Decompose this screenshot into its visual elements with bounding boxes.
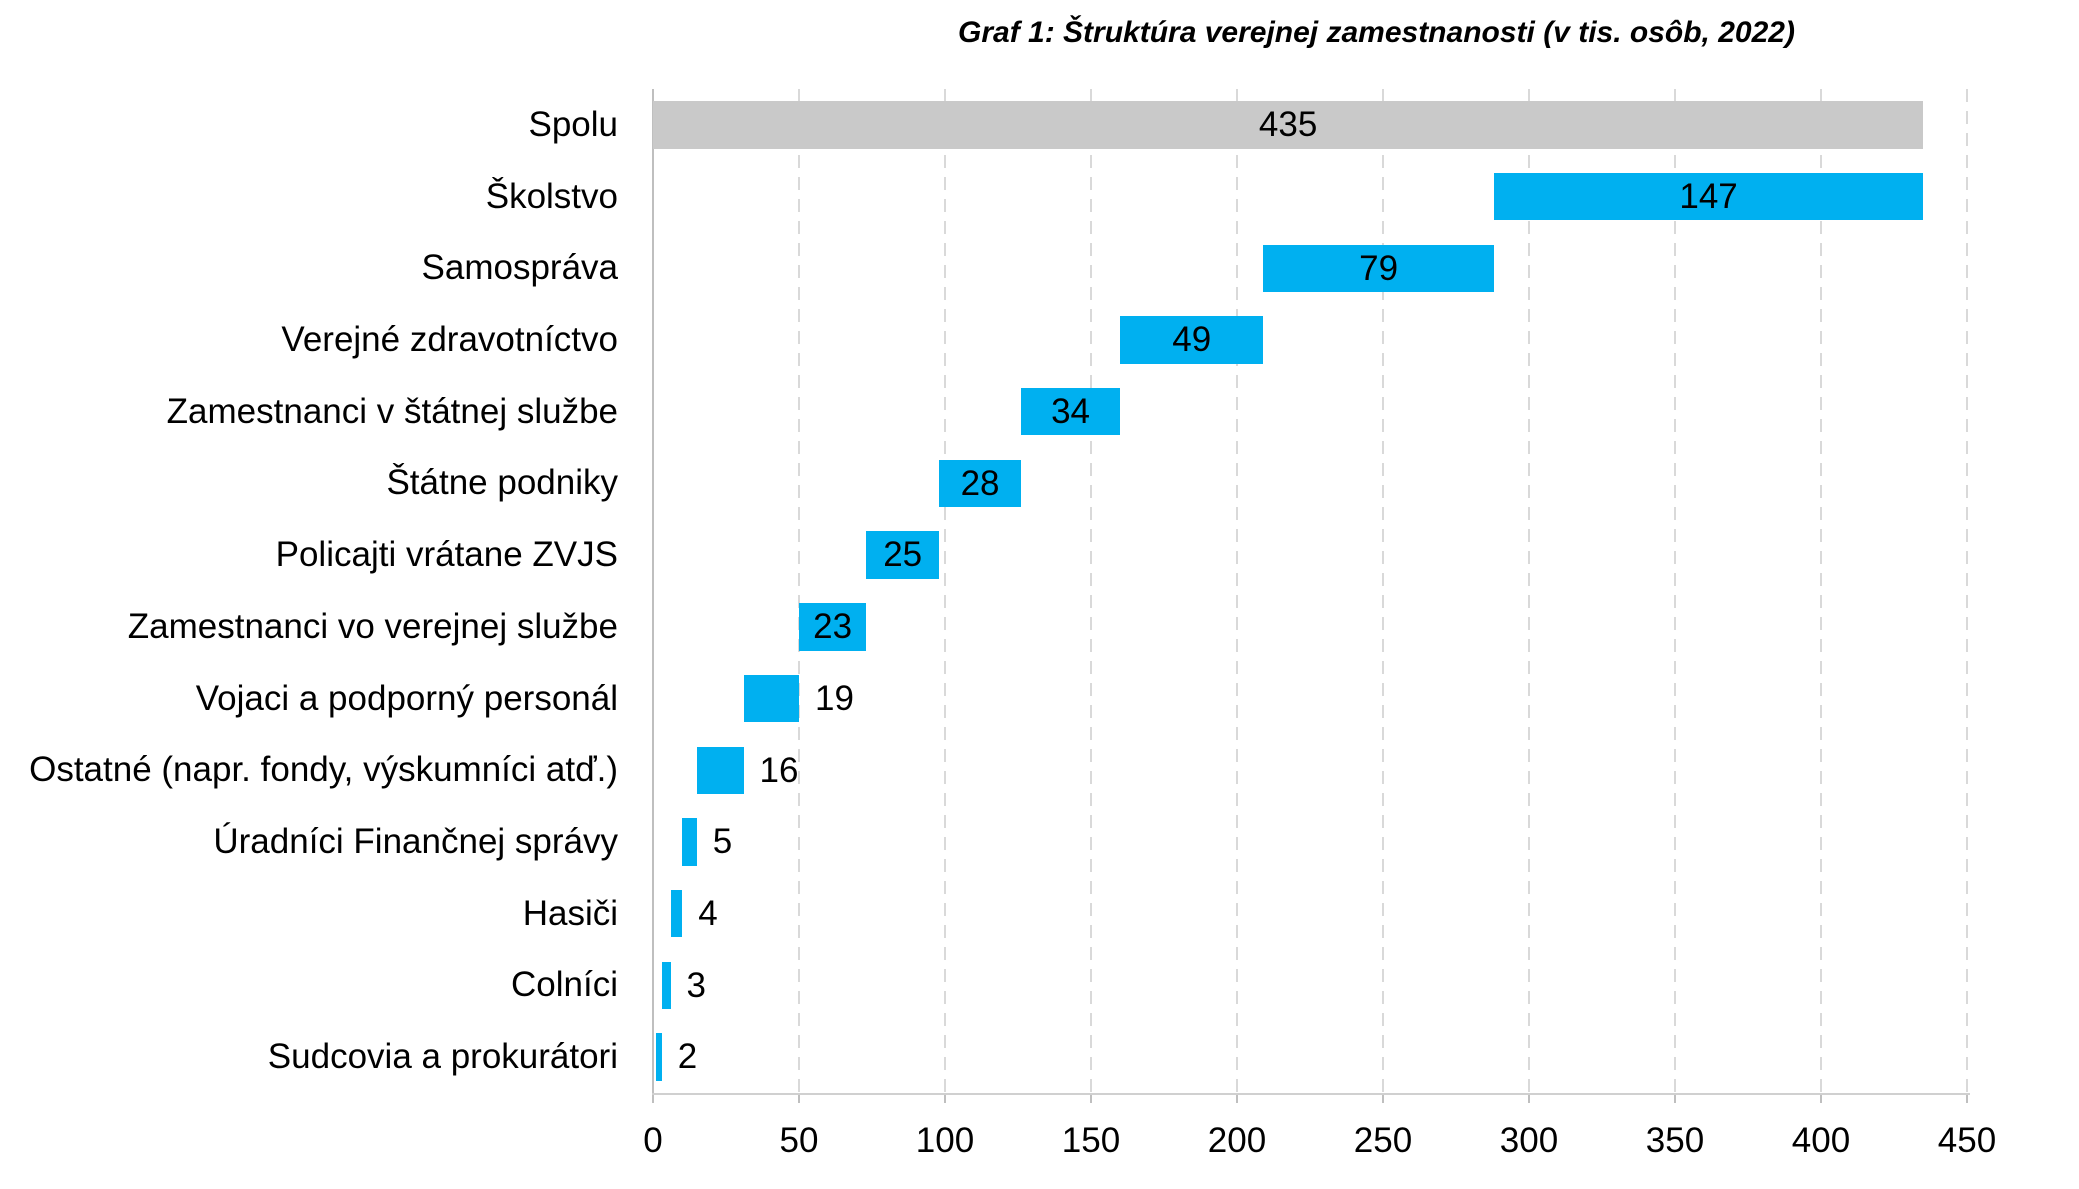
- x-tick-label: 300: [1499, 1121, 1559, 1160]
- bar-segment: [661, 961, 671, 1010]
- bar-segment: [696, 746, 744, 795]
- value-label: 147: [1679, 176, 1738, 216]
- x-axis-line: [652, 1093, 1970, 1095]
- value-label: 16: [759, 750, 799, 790]
- gridline: [944, 89, 946, 1093]
- chart-title: Graf 1: Štruktúra verejnej zamestnanosti…: [958, 16, 1795, 49]
- axis-tick: [1674, 1095, 1676, 1103]
- value-label: 435: [1258, 105, 1318, 145]
- x-tick-label: 100: [915, 1121, 975, 1160]
- value-label: 5: [712, 822, 733, 862]
- category-label: Zamestnanci vo verejnej službe: [127, 606, 618, 646]
- x-tick-label: 50: [779, 1121, 819, 1160]
- axis-tick: [1528, 1095, 1530, 1103]
- x-tick-label: 150: [1061, 1121, 1121, 1160]
- axis-tick: [944, 1095, 946, 1103]
- bar-segment: [1020, 387, 1121, 436]
- x-tick-label: 200: [1207, 1121, 1267, 1160]
- category-label: Spolu: [528, 104, 618, 144]
- gridline: [1966, 89, 1968, 1093]
- gridline: [1090, 89, 1092, 1093]
- bar-segment: [1263, 244, 1494, 293]
- category-label: Hasiči: [522, 893, 618, 933]
- value-label: 34: [1051, 391, 1090, 431]
- category-label: Ostatné (napr. fondy, výskumníci atď.): [29, 750, 618, 790]
- category-label: Vojaci a podporný personál: [195, 678, 618, 718]
- bar-segment: [1493, 172, 1924, 221]
- x-tick-label: 400: [1791, 1121, 1851, 1160]
- category-label: Samospráva: [421, 248, 618, 288]
- category-label: Policajti vrátane ZVJS: [275, 535, 618, 575]
- category-label: Štátne podniky: [386, 463, 618, 503]
- value-label: 3: [686, 965, 706, 1005]
- bar-segment: [682, 818, 697, 866]
- category-label: Verejné zdravotníctvo: [281, 320, 618, 359]
- bar-segment: [1120, 316, 1264, 364]
- y-axis-line: [652, 89, 654, 1093]
- category-label: Zamestnanci v štátnej službe: [166, 391, 618, 431]
- x-tick-label: 250: [1353, 1121, 1413, 1160]
- axis-tick: [1966, 1095, 1968, 1103]
- category-label: Colníci: [511, 965, 618, 1005]
- bar-segment: [655, 1033, 662, 1081]
- category-label: Sudcovia a prokurátori: [267, 1037, 618, 1077]
- x-tick-label: 0: [643, 1121, 663, 1160]
- value-label: 28: [960, 463, 1000, 503]
- gridline: [798, 89, 800, 1093]
- gridline: [1528, 89, 1530, 1093]
- value-label: 25: [883, 535, 923, 575]
- gridline: [1382, 89, 1384, 1093]
- axis-tick: [1382, 1095, 1384, 1103]
- value-label: 4: [698, 893, 718, 933]
- gridline: [1820, 89, 1822, 1093]
- bar-segment: [670, 889, 683, 938]
- bar-total: [653, 101, 1924, 149]
- value-label: 49: [1172, 320, 1212, 360]
- axis-tick: [1090, 1095, 1092, 1103]
- bar-segment: [799, 603, 867, 651]
- x-tick-label: 450: [1937, 1121, 1997, 1160]
- gridline: [1236, 89, 1238, 1093]
- axis-tick: [1820, 1095, 1822, 1103]
- bar-segment: [866, 531, 940, 579]
- category-label: Úradníci Finančnej správy: [213, 822, 618, 861]
- value-label: 19: [815, 678, 854, 718]
- category-label: Školstvo: [485, 176, 618, 216]
- bar-segment: [743, 674, 799, 723]
- bar-segment: [939, 459, 1021, 508]
- value-label: 79: [1359, 248, 1399, 288]
- value-label: 2: [677, 1037, 698, 1077]
- gridline: [1674, 89, 1676, 1093]
- axis-tick: [1236, 1095, 1238, 1103]
- x-tick-label: 350: [1645, 1121, 1705, 1160]
- axis-tick: [798, 1095, 800, 1103]
- axis-tick: [652, 1095, 654, 1103]
- value-label: 23: [813, 607, 853, 647]
